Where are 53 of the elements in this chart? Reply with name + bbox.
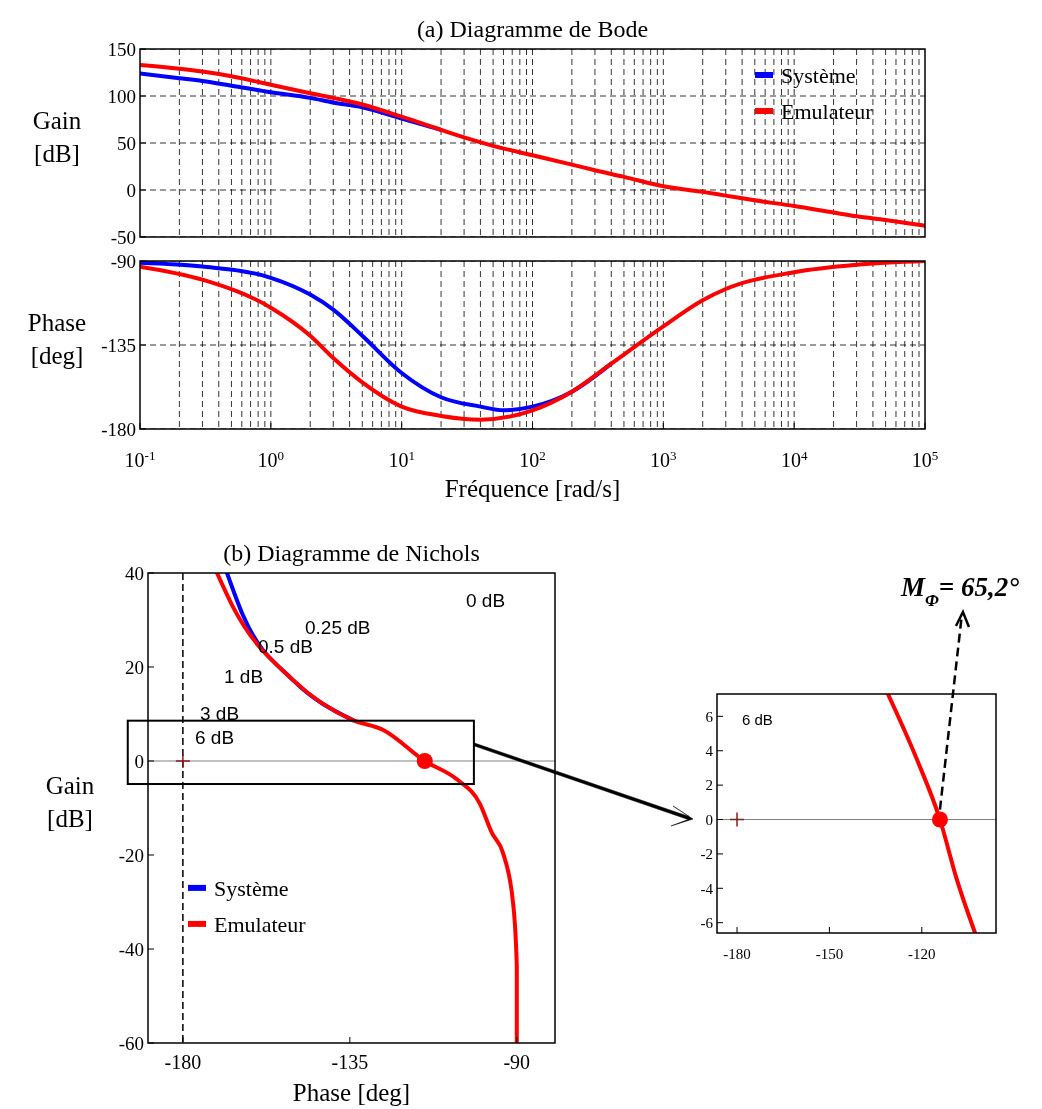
- y-tick-label: 40: [125, 562, 144, 584]
- x-tick-label: 10$^{0}$: [257, 447, 285, 471]
- y-tick-label: 0: [705, 811, 713, 828]
- legend-label: Emulateur: [781, 98, 874, 124]
- x-axis-title: Phase [deg]: [292, 1079, 411, 1106]
- x-tick-label: -135: [331, 1051, 369, 1073]
- x-tick-label: -180: [164, 1051, 202, 1073]
- x-tick-label: 10$^{2}$: [519, 447, 546, 471]
- y-tick-label: -6: [700, 914, 714, 931]
- x-tick-label: 10$^{3}$: [650, 447, 677, 471]
- y-tick-label: 0: [126, 179, 136, 201]
- y-axis-title: Gain [dB]: [32, 107, 82, 167]
- y-tick-label: 2: [705, 777, 713, 794]
- y-tick-label: 100: [107, 85, 136, 107]
- y-tick-label: -50: [110, 226, 136, 248]
- legend-label: Système: [214, 875, 289, 901]
- y-axis-title: Phase [deg]: [27, 309, 87, 369]
- x-tick-label: -120: [908, 946, 936, 962]
- annotation: 3 dB: [200, 702, 240, 724]
- chart-title: (b) Diagramme de Nichols: [223, 540, 480, 566]
- y-tick-label: -20: [118, 844, 144, 866]
- y-tick-label: 50: [117, 132, 136, 154]
- x-tick-label: 10$^{4}$: [780, 447, 808, 471]
- annotation: 6 dB: [742, 711, 773, 729]
- chart-title: (a) Diagramme de Bode: [416, 16, 649, 42]
- x-axis-title: Fréquence [rad/s]: [444, 475, 621, 502]
- x-tick-label: -180: [723, 946, 751, 962]
- y-tick-label: -2: [700, 846, 713, 863]
- annotation: 6 dB: [195, 726, 235, 748]
- x-tick-label: 10$^{-1}$: [124, 447, 156, 471]
- y-tick-label: 4: [705, 742, 714, 759]
- y-tick-label: -60: [118, 1032, 144, 1054]
- y-tick-label: 20: [125, 656, 144, 678]
- legend-label: Emulateur: [214, 911, 307, 937]
- y-tick-label: 150: [107, 38, 136, 60]
- x-tick-label: 10$^{1}$: [388, 447, 415, 471]
- annotation: 0.25 dB: [305, 616, 371, 638]
- annotation: 1 dB: [224, 665, 264, 687]
- y-tick-label: 0: [134, 750, 144, 772]
- y-tick-label: -90: [110, 250, 136, 272]
- legend-label: Système: [781, 62, 856, 88]
- y-tick-label: 6: [705, 708, 714, 725]
- annotation: 0 dB: [466, 589, 506, 611]
- x-tick-label: 10$^{5}$: [911, 447, 939, 471]
- y-tick-label: -4: [700, 880, 714, 897]
- line-series: [885, 694, 978, 933]
- y-tick-label: -40: [118, 938, 144, 960]
- x-tick-label: -90: [503, 1051, 531, 1073]
- text: M$_{Φ}$= 65,2°: [899, 572, 1020, 610]
- y-tick-label: -180: [101, 418, 136, 440]
- y-tick-label: -135: [101, 334, 136, 356]
- x-tick-label: -150: [815, 946, 844, 962]
- y-axis-title: Gain [dB]: [45, 772, 95, 832]
